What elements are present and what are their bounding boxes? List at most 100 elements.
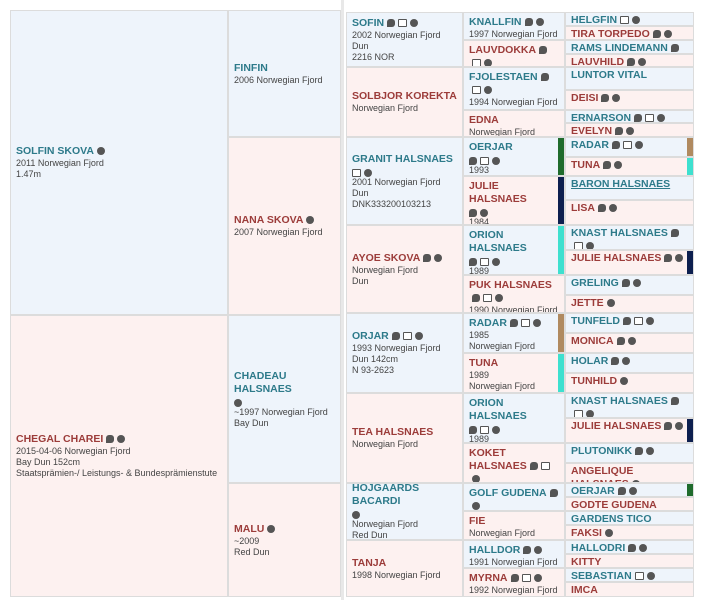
comment-icon[interactable] bbox=[423, 253, 432, 262]
photo-icon[interactable] bbox=[398, 18, 408, 27]
comment-icon[interactable] bbox=[106, 435, 115, 443]
horse-name[interactable]: TEA HALSNAES bbox=[352, 426, 434, 438]
horse-name[interactable]: HOJGAARDS BACARDI bbox=[352, 483, 420, 507]
horse-name[interactable]: JULIE HALSNAES bbox=[571, 420, 662, 432]
horse-name[interactable]: KNAST HALSNAES bbox=[571, 395, 668, 407]
horse-name[interactable]: GRANIT HALSNAES bbox=[352, 152, 453, 165]
photo-icon[interactable] bbox=[574, 410, 583, 417]
photo-icon[interactable] bbox=[520, 319, 530, 327]
horse-name[interactable]: HALLODRI bbox=[571, 542, 626, 554]
photo-icon[interactable] bbox=[645, 114, 655, 122]
horse-name[interactable]: PUK HALSNAES bbox=[469, 279, 552, 291]
horse-name[interactable]: KNAST HALSNAES bbox=[571, 227, 668, 239]
horse-name[interactable]: RAMS LINDEMANN bbox=[571, 42, 668, 54]
comment-icon[interactable] bbox=[615, 127, 624, 135]
comment-icon[interactable] bbox=[469, 209, 477, 217]
comment-icon[interactable] bbox=[509, 319, 518, 327]
comment-icon[interactable] bbox=[627, 58, 636, 66]
comment-icon[interactable] bbox=[510, 574, 519, 582]
horse-name[interactable]: HOLAR bbox=[571, 355, 609, 367]
comment-icon[interactable] bbox=[391, 332, 400, 340]
comment-icon[interactable] bbox=[652, 30, 661, 38]
horse-name[interactable]: TANJA bbox=[352, 556, 387, 569]
horse-name[interactable]: JETTE bbox=[571, 297, 604, 309]
photo-icon[interactable] bbox=[521, 574, 531, 582]
horse-name[interactable]: TUNFELD bbox=[571, 315, 620, 327]
comment-icon[interactable] bbox=[670, 44, 679, 52]
horse-name[interactable]: RADAR bbox=[469, 317, 507, 329]
comment-icon[interactable] bbox=[670, 229, 679, 237]
horse-name[interactable]: MALU bbox=[234, 522, 265, 535]
comment-icon[interactable] bbox=[469, 258, 477, 266]
comment-icon[interactable] bbox=[472, 294, 480, 302]
comment-icon[interactable] bbox=[628, 544, 637, 552]
photo-icon[interactable] bbox=[472, 86, 481, 94]
horse-name[interactable]: TIRA TORPEDO bbox=[571, 28, 650, 40]
comment-icon[interactable] bbox=[623, 317, 631, 325]
comment-icon[interactable] bbox=[523, 546, 532, 554]
horse-name[interactable]: LISA bbox=[571, 202, 595, 214]
horse-name[interactable]: NANA SKOVA bbox=[234, 214, 304, 226]
horse-name[interactable]: BARON HALSNAES bbox=[571, 178, 671, 190]
comment-icon[interactable] bbox=[539, 46, 548, 54]
photo-icon[interactable] bbox=[574, 242, 583, 249]
comment-icon[interactable] bbox=[616, 337, 625, 345]
comment-icon[interactable] bbox=[469, 426, 477, 434]
horse-name[interactable]: ANGELIQUE HALSNAES bbox=[571, 465, 634, 482]
horse-name[interactable]: GRELING bbox=[571, 277, 619, 289]
photo-icon[interactable] bbox=[480, 258, 489, 266]
photo-icon[interactable] bbox=[634, 572, 644, 580]
horse-name[interactable]: KITTY bbox=[571, 556, 602, 568]
horse-name[interactable]: FJOLESTAEN bbox=[469, 71, 538, 83]
comment-icon[interactable] bbox=[635, 447, 644, 455]
photo-icon[interactable] bbox=[483, 294, 492, 302]
horse-name[interactable]: ERNARSON bbox=[571, 112, 632, 123]
horse-name[interactable]: SOFIN bbox=[352, 16, 385, 29]
horse-name[interactable]: FAKSI bbox=[571, 527, 602, 539]
horse-name[interactable]: EVELYN bbox=[571, 125, 613, 137]
comment-icon[interactable] bbox=[664, 422, 673, 430]
comment-icon[interactable] bbox=[387, 18, 396, 27]
horse-name[interactable]: LAUVDOKKA bbox=[469, 44, 537, 56]
horse-name[interactable]: JULIE HALSNAES bbox=[571, 252, 662, 264]
horse-name[interactable]: ORION HALSNAES bbox=[469, 229, 527, 254]
horse-name[interactable]: HALLDOR bbox=[469, 544, 521, 556]
horse-name[interactable]: AYOE SKOVA bbox=[352, 251, 421, 264]
horse-name[interactable]: CHEGAL CHAREI bbox=[16, 433, 104, 445]
photo-icon[interactable] bbox=[620, 16, 630, 24]
horse-name[interactable]: MYRNA bbox=[469, 572, 508, 584]
horse-name[interactable]: IMCA bbox=[571, 584, 598, 596]
horse-name[interactable]: LAUVHILD bbox=[571, 56, 625, 67]
comment-icon[interactable] bbox=[670, 397, 679, 405]
comment-icon[interactable] bbox=[634, 114, 643, 122]
comment-icon[interactable] bbox=[664, 254, 673, 262]
horse-name[interactable]: GARDENS TICO bbox=[571, 513, 652, 525]
horse-name[interactable]: HELGFIN bbox=[571, 14, 618, 26]
horse-name[interactable]: OERJAR bbox=[469, 141, 513, 153]
horse-name[interactable]: SOLBJOR KOREKTA bbox=[352, 90, 457, 102]
horse-name[interactable]: SEBASTIAN bbox=[571, 570, 632, 582]
horse-name[interactable]: JULIE HALSNAES bbox=[469, 180, 527, 205]
comment-icon[interactable] bbox=[601, 94, 610, 102]
photo-icon[interactable] bbox=[480, 157, 489, 165]
photo-icon[interactable] bbox=[622, 141, 632, 149]
comment-icon[interactable] bbox=[524, 18, 533, 26]
horse-name[interactable]: EDNA bbox=[469, 114, 499, 126]
comment-icon[interactable] bbox=[597, 204, 606, 212]
horse-name[interactable]: KOKET HALSNAES bbox=[469, 447, 527, 472]
photo-icon[interactable] bbox=[402, 332, 412, 340]
horse-name[interactable]: RADAR bbox=[571, 139, 609, 151]
horse-name[interactable]: PLUTONIKK bbox=[571, 445, 633, 457]
horse-name[interactable]: ORJAR bbox=[352, 330, 389, 342]
comment-icon[interactable] bbox=[617, 487, 626, 495]
horse-name[interactable]: FINFIN bbox=[234, 61, 268, 74]
horse-name[interactable]: TUNA bbox=[571, 159, 601, 171]
horse-name[interactable]: OERJAR bbox=[571, 485, 615, 497]
comment-icon[interactable] bbox=[603, 161, 612, 169]
photo-icon[interactable] bbox=[634, 317, 643, 325]
comment-icon[interactable] bbox=[529, 462, 538, 470]
comment-icon[interactable] bbox=[611, 141, 620, 149]
photo-icon[interactable] bbox=[352, 168, 361, 177]
horse-name[interactable]: CHADEAU HALSNAES bbox=[234, 369, 292, 395]
horse-name[interactable]: FIE bbox=[469, 515, 486, 527]
